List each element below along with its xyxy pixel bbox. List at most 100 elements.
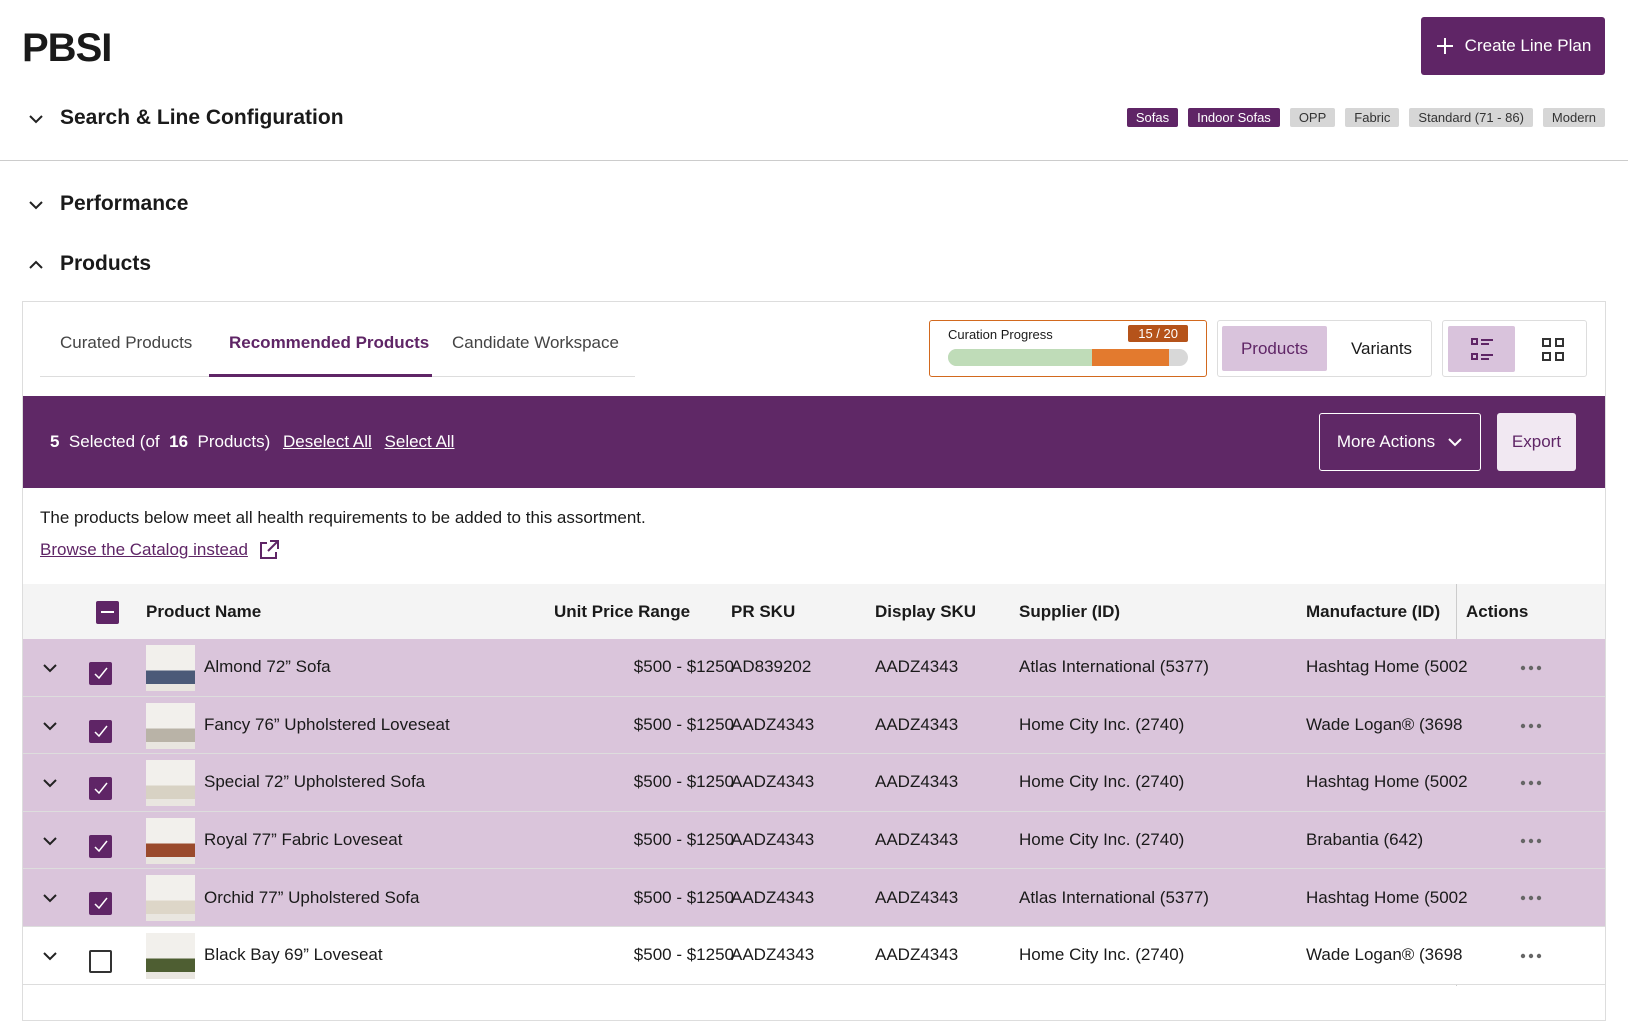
row-checkbox[interactable] — [89, 662, 112, 685]
column-header: Manufacture (ID) — [1306, 601, 1441, 621]
table-cell: Royal 77” Fabric Loveseat — [204, 830, 403, 850]
table-cell: AD839202 — [731, 657, 812, 677]
table-cell: Atlas International (5377) — [1019, 657, 1209, 677]
divider — [0, 160, 1628, 161]
row-expand[interactable] — [42, 890, 58, 906]
row-expand[interactable] — [42, 833, 58, 849]
header-checkbox[interactable] — [96, 601, 119, 624]
tab[interactable]: Recommended Products — [229, 333, 430, 352]
row-actions[interactable] — [1520, 953, 1542, 959]
list-icon — [1471, 338, 1493, 360]
table-cell: $500 - $1250 — [633, 887, 734, 907]
column-header: Product Name — [146, 601, 262, 621]
selected-text: Selected (of — [68, 432, 160, 451]
row-expand[interactable] — [42, 718, 58, 734]
table-header: Product Name Unit Price Range PR SKU Displa… — [23, 584, 1605, 639]
row-actions[interactable] — [1520, 665, 1542, 671]
row-expand[interactable] — [42, 775, 58, 791]
table-cell: AADZ4343 — [731, 887, 815, 907]
table-cell: AADZ4343 — [875, 830, 959, 850]
column-header: PR SKU — [731, 601, 796, 621]
section-title[interactable]: Products — [60, 252, 152, 275]
row-expand[interactable] — [42, 948, 58, 964]
create-button[interactable]: Create Line Plan — [1421, 17, 1605, 75]
table-row: Black Bay 69” Loveseat $500 - $1250 AADZ43… — [23, 927, 1605, 985]
chevron-down[interactable] — [28, 111, 44, 127]
table-cell: Almond 72” Sofa — [204, 657, 331, 677]
selection-bar: 5 Selected (of 16 Products) Deselect All… — [23, 396, 1605, 488]
table-cell: AADZ4343 — [875, 887, 959, 907]
select-all[interactable]: Select All — [384, 432, 455, 451]
column-header: Actions — [1466, 601, 1529, 621]
chevron-down[interactable] — [28, 197, 44, 213]
total-text: Products) — [197, 432, 271, 451]
table-row: Fancy 76” Upholstered Loveseat $500 - $12… — [23, 696, 1605, 755]
table-cell: $500 - $1250 — [633, 945, 734, 965]
section-title[interactable]: Search & Line Configuration — [60, 106, 344, 129]
product-thumbnail — [146, 817, 195, 864]
column-header: Display SKU — [875, 601, 977, 621]
progress-box: Curation Progress 15 / 20 — [929, 320, 1207, 377]
view-toggle — [1217, 320, 1432, 377]
check-mark — [94, 667, 108, 680]
table-cell: AADZ4343 — [731, 772, 815, 792]
table-cell: AADZ4343 — [731, 945, 815, 965]
row-checkbox[interactable] — [89, 892, 112, 916]
deselect-all[interactable]: Deselect All — [282, 432, 372, 451]
table-cell: AADZ4343 — [731, 830, 815, 850]
table-cell: Brabantia (642) — [1306, 830, 1424, 850]
table-cell: Atlas International (5377) — [1019, 887, 1209, 907]
external-icon — [259, 540, 279, 559]
table-row: Almond 72” Sofa $500 - $1250 AD839202 AADZ4… — [23, 639, 1605, 697]
chevron-down — [1448, 438, 1462, 447]
row-expand[interactable] — [42, 660, 58, 676]
view-option[interactable]: Variants — [1350, 338, 1413, 358]
tab[interactable]: Curated Products — [60, 333, 193, 352]
filter-tag: Indoor Sofas — [1188, 108, 1280, 127]
tab[interactable]: Candidate Workspace — [452, 333, 619, 352]
check-mark — [94, 897, 108, 910]
table-cell: Home City Inc. (2740) — [1019, 714, 1185, 734]
section-title[interactable]: Performance — [60, 192, 189, 215]
view-option[interactable]: Products — [1222, 326, 1327, 371]
product-thumbnail — [146, 875, 195, 922]
row-actions[interactable] — [1520, 780, 1542, 786]
table-cell: AADZ4343 — [875, 945, 959, 965]
row-actions[interactable] — [1520, 895, 1542, 901]
table-cell: Special 72” Upholstered Sofa — [204, 772, 426, 792]
row-checkbox[interactable] — [89, 777, 112, 801]
progress-count: 15 / 20 — [1128, 325, 1188, 342]
chevron-up[interactable] — [28, 257, 44, 273]
row-actions[interactable] — [1520, 838, 1542, 844]
column-header: Unit Price Range — [554, 601, 691, 621]
app-title: PBSI — [22, 26, 112, 70]
table-cell: $500 - $1250 — [633, 714, 734, 734]
filter-tag: OPP — [1289, 108, 1336, 127]
product-thumbnail — [146, 760, 195, 807]
row-checkbox[interactable] — [89, 834, 112, 858]
grid-icon[interactable] — [1523, 326, 1583, 372]
table-cell: Orchid 77” Upholstered Sofa — [204, 887, 420, 907]
check-mark — [94, 725, 108, 737]
check-mark — [94, 782, 108, 795]
table-cell: AADZ4343 — [875, 714, 959, 734]
table-cell: $500 - $1250 — [633, 830, 734, 850]
export-button[interactable]: Export — [1497, 413, 1576, 471]
progress-curated — [948, 349, 1092, 366]
row-checkbox[interactable] — [89, 719, 112, 743]
create-label: Create Line Plan — [1464, 36, 1592, 55]
column-header: Supplier (ID) — [1019, 601, 1121, 621]
table-cell: Wade Logan® (3698 — [1306, 714, 1463, 734]
row-actions[interactable] — [1520, 723, 1542, 729]
filter-tag: Sofas — [1126, 108, 1179, 127]
row-checkbox[interactable] — [89, 950, 112, 973]
more-actions[interactable]: More Actions — [1319, 413, 1481, 471]
selected-count: 5 — [50, 432, 60, 451]
selection-summary: 5 Selected (of 16 Products) Deselect All… — [50, 432, 454, 452]
list-view[interactable] — [1448, 326, 1515, 372]
catalog-link[interactable]: Browse the Catalog instead — [40, 539, 280, 561]
filter-tag: Standard (71 - 86) — [1409, 108, 1533, 127]
layout-toggle — [1442, 320, 1587, 377]
plus-icon — [1436, 38, 1453, 54]
